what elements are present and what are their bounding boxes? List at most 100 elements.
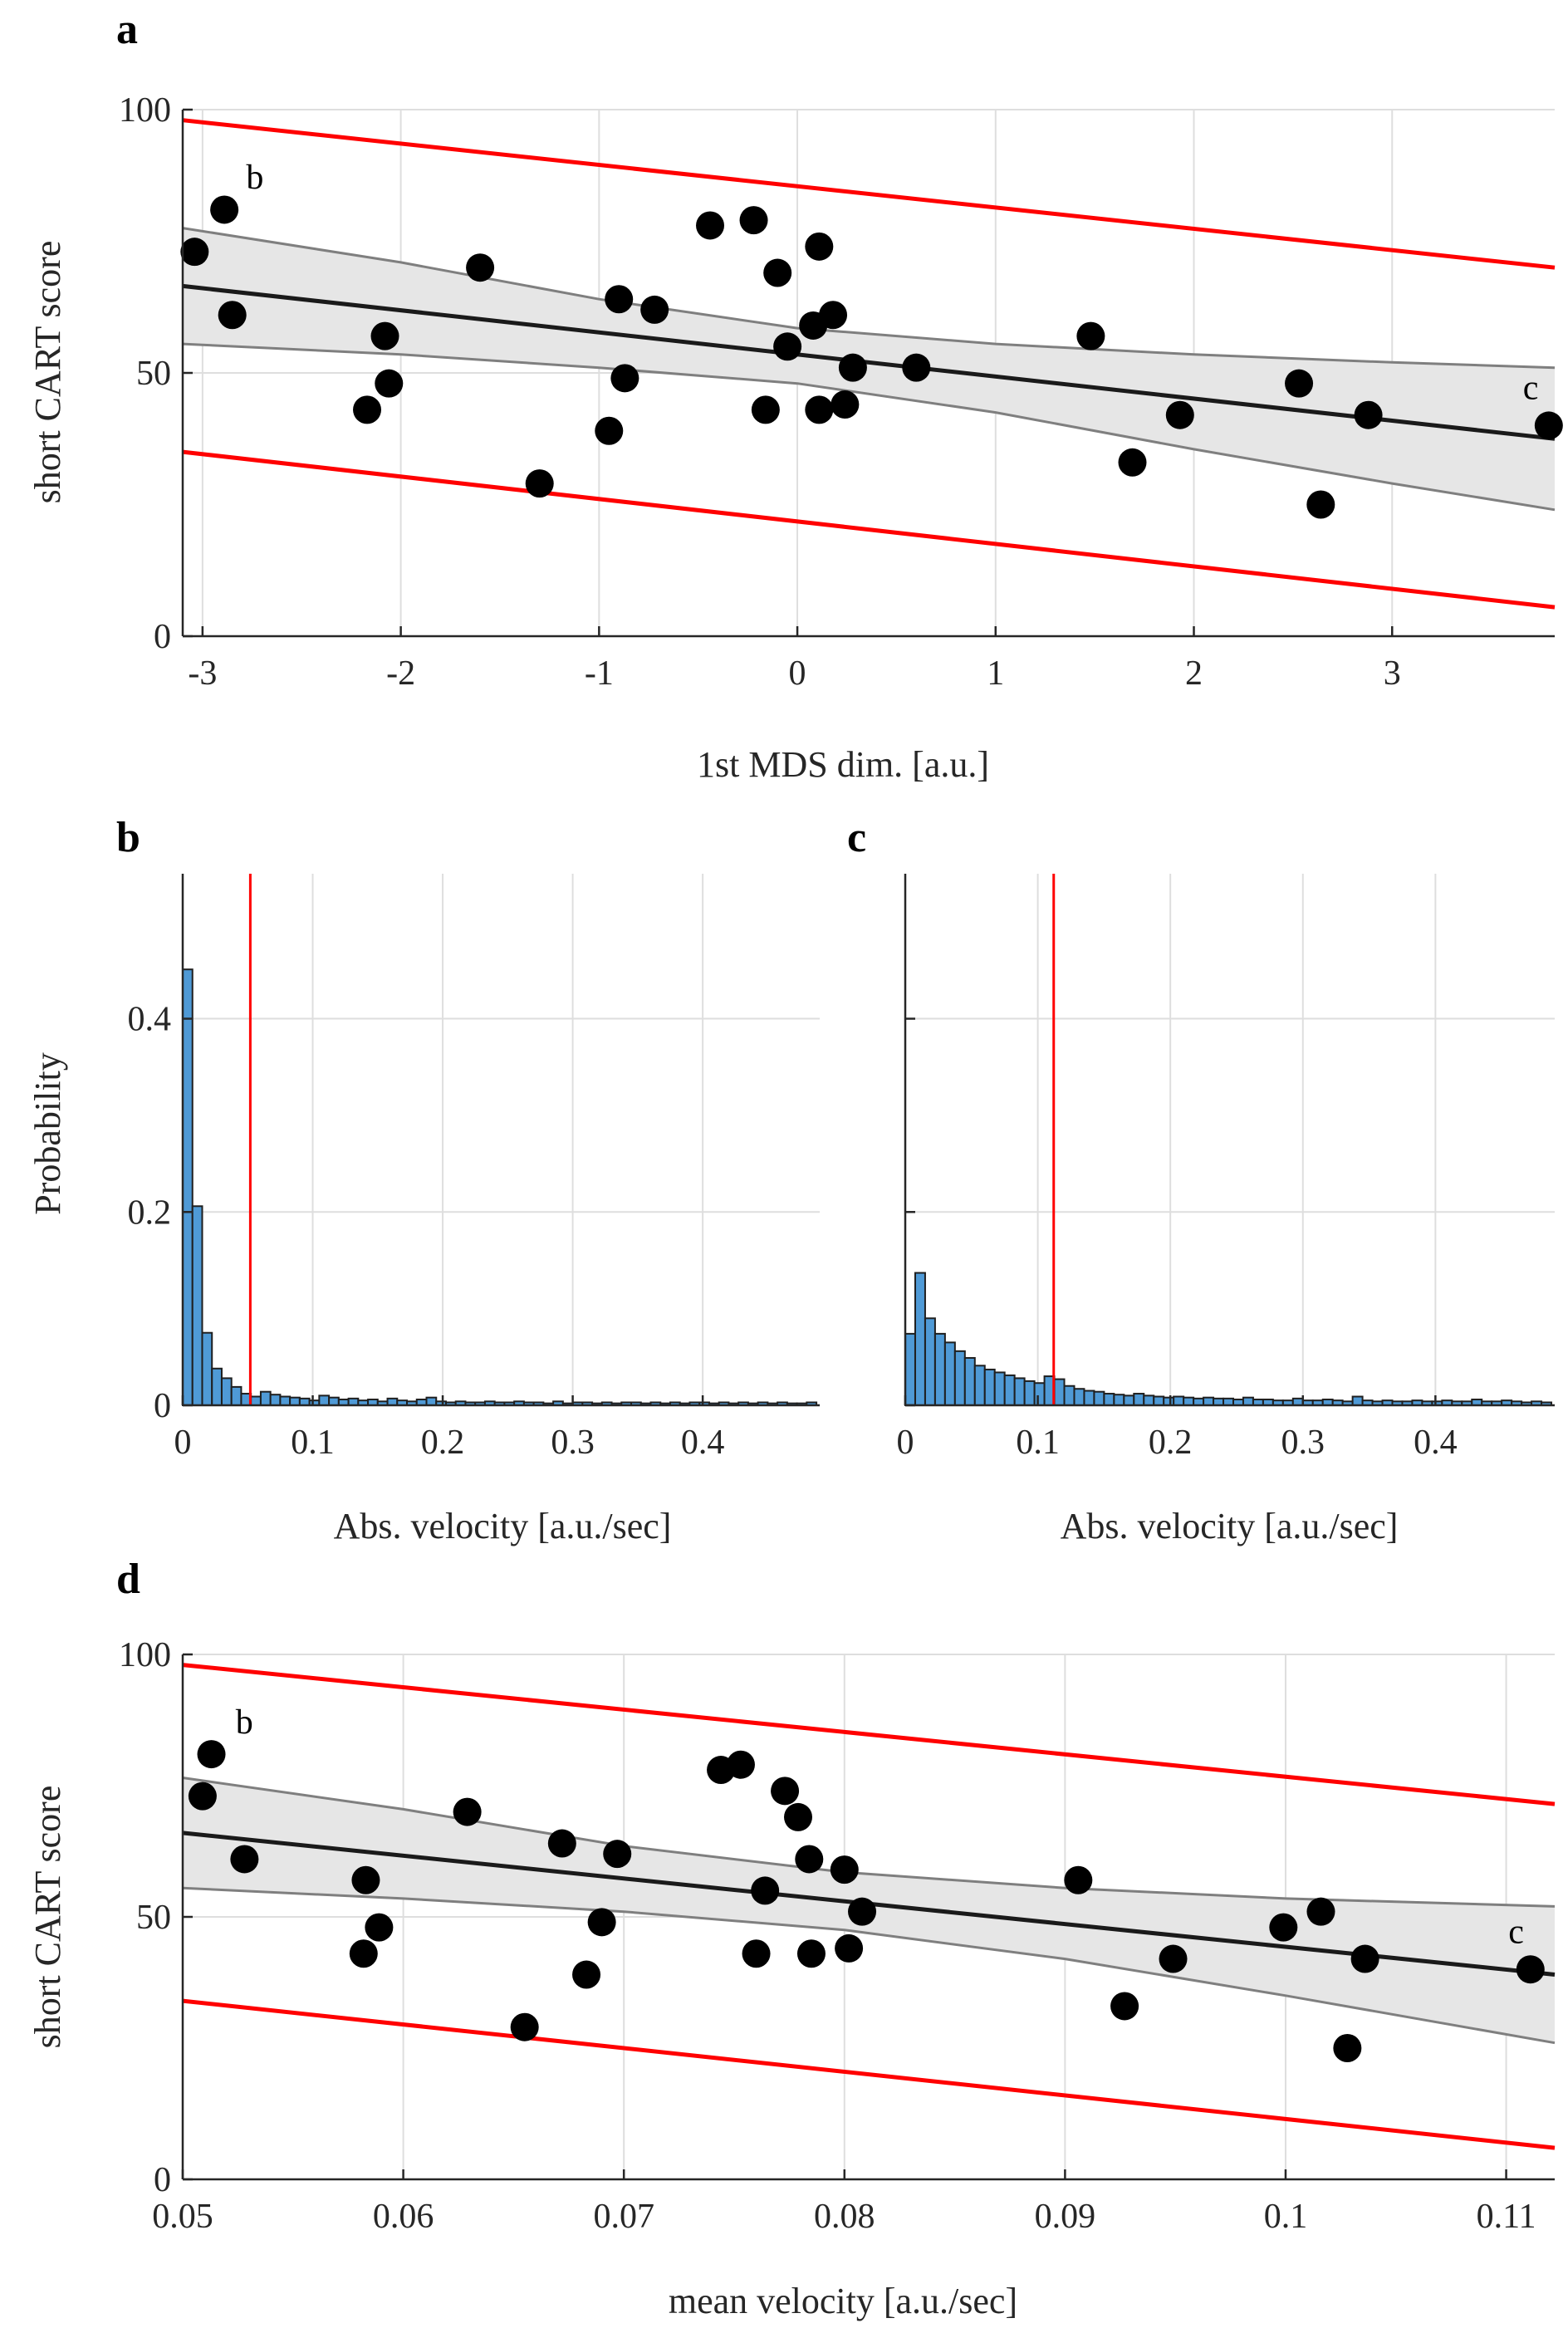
panel-a-annotation-b: b bbox=[246, 159, 263, 197]
panel-c-bar-7 bbox=[973, 1365, 986, 1406]
panel-d-ci-lower bbox=[182, 1886, 1556, 2045]
panel-b-histogram: b Abs. velocity [a.u./sec] Probability 0… bbox=[27, 814, 820, 1546]
panel-a-point-0 bbox=[180, 238, 209, 267]
panel-a-scatter: a 1st MDS dim. [a.u.] short CART score b… bbox=[27, 6, 1563, 785]
panel-a-point-2 bbox=[218, 301, 247, 330]
panel-a-point-13 bbox=[739, 206, 768, 235]
panel-a-fit-line bbox=[182, 283, 1556, 441]
panel-c-bar-10 bbox=[1003, 1374, 1016, 1406]
panel-d-xtick-label-2: 0.07 bbox=[593, 2198, 654, 2236]
panel-d-annotation-b: b bbox=[236, 1703, 253, 1742]
panel-c-bar-13 bbox=[1033, 1382, 1046, 1406]
panel-a-xtick-label-3: 0 bbox=[789, 654, 806, 693]
panel-c-bar-30 bbox=[1203, 1396, 1215, 1407]
panel-c-bar-22 bbox=[1123, 1394, 1135, 1407]
panel-a-point-9 bbox=[605, 285, 634, 314]
panel-d-ytick-label-0: 0 bbox=[154, 2161, 171, 2199]
panel-b-xtick-label-1: 0.1 bbox=[291, 1424, 335, 1462]
panel-b-bar-0 bbox=[182, 968, 194, 1406]
panel-a-ci-upper bbox=[182, 227, 1556, 370]
panel-a-point-11 bbox=[640, 295, 669, 324]
panel-a-point-1 bbox=[210, 195, 239, 224]
panel-d-point-9 bbox=[572, 1960, 601, 1989]
panel-a-xtick-label-0: -3 bbox=[188, 654, 217, 693]
panel-d-point-22 bbox=[848, 1897, 877, 1926]
panel-c-xtick-label-2: 0.2 bbox=[1149, 1424, 1193, 1462]
panel-c-xtick-label-4: 0.4 bbox=[1414, 1424, 1458, 1462]
panel-c-bar-20 bbox=[1103, 1393, 1115, 1407]
panel-d-ylabel: short CART score bbox=[27, 1786, 68, 2049]
panel-d-point-14 bbox=[742, 1939, 771, 1968]
panel-a-ytick-label-2: 100 bbox=[119, 91, 171, 130]
panel-a-point-4 bbox=[370, 321, 399, 350]
panel-d-point-26 bbox=[1269, 1913, 1298, 1942]
panel-d-ytick-label-2: 100 bbox=[119, 1636, 171, 1674]
panel-d-point-11 bbox=[603, 1840, 632, 1869]
panel-a-point-15 bbox=[763, 258, 792, 287]
panel-a-point-7 bbox=[525, 469, 554, 498]
panel-d-letter: d bbox=[116, 1556, 140, 1603]
panel-d-point-6 bbox=[453, 1797, 482, 1826]
panel-c-bar-26 bbox=[1163, 1396, 1175, 1407]
panel-a-point-18 bbox=[805, 232, 834, 261]
panel-b-ytick-label-2: 0.4 bbox=[128, 1001, 172, 1039]
panel-c-xtick-label-3: 0.3 bbox=[1281, 1424, 1325, 1462]
panel-c-bar-45 bbox=[1351, 1395, 1364, 1406]
panel-d-point-8 bbox=[547, 1829, 576, 1858]
panel-a-point-14 bbox=[751, 395, 780, 424]
panel-c-bar-15 bbox=[1053, 1378, 1066, 1406]
panel-c-bar-12 bbox=[1023, 1380, 1036, 1406]
panel-b-bar-3 bbox=[211, 1367, 223, 1407]
panel-a-point-8 bbox=[595, 416, 624, 445]
panel-d-point-13 bbox=[726, 1750, 755, 1779]
panel-a-point-21 bbox=[831, 390, 860, 419]
panel-b-letter: b bbox=[116, 814, 140, 861]
panel-d-xlabel: mean velocity [a.u./sec] bbox=[669, 2281, 1017, 2321]
panel-d-scatter: d mean velocity [a.u./sec] short CART sc… bbox=[27, 1556, 1556, 2321]
panel-a-point-20 bbox=[819, 301, 848, 330]
panel-c-bar-5 bbox=[953, 1350, 966, 1406]
panel-a-point-29 bbox=[1354, 400, 1383, 429]
panel-b-bar-2 bbox=[201, 1331, 213, 1407]
panel-c-bar-11 bbox=[1013, 1377, 1026, 1407]
panel-d-point-16 bbox=[771, 1777, 800, 1806]
panel-d-point-0 bbox=[188, 1782, 217, 1811]
panel-c-bar-2 bbox=[924, 1317, 936, 1406]
panel-a-letter: a bbox=[116, 6, 138, 53]
panel-c-bar-0 bbox=[904, 1332, 916, 1406]
panel-a-annotation-c: c bbox=[1523, 370, 1539, 408]
panel-c-bar-16 bbox=[1063, 1385, 1076, 1407]
panel-d-point-4 bbox=[351, 1865, 380, 1894]
panel-a-ci-band bbox=[183, 228, 1555, 510]
panel-a-point-16 bbox=[773, 332, 802, 361]
panel-d-point-18 bbox=[795, 1845, 824, 1874]
panel-d-annotation-c: c bbox=[1508, 1914, 1524, 1952]
panel-b-bar-5 bbox=[230, 1385, 243, 1406]
panel-c-bar-4 bbox=[943, 1341, 956, 1407]
panel-d-xtick-label-1: 0.06 bbox=[373, 2198, 434, 2236]
panel-d-xtick-label-5: 0.1 bbox=[1264, 2198, 1308, 2236]
panel-a-point-25 bbox=[1118, 448, 1147, 477]
panel-b-bar-11 bbox=[289, 1396, 301, 1407]
panel-d-point-21 bbox=[835, 1933, 864, 1963]
panel-d-point-23 bbox=[1064, 1865, 1093, 1894]
panel-a-xtick-label-5: 2 bbox=[1185, 654, 1203, 693]
panel-c-bar-25 bbox=[1153, 1395, 1165, 1406]
panel-c-bar-34 bbox=[1242, 1396, 1254, 1407]
panel-c-bar-18 bbox=[1083, 1389, 1095, 1406]
panel-a-ylabel: short CART score bbox=[27, 241, 68, 504]
panel-d-point-27 bbox=[1306, 1897, 1335, 1926]
panel-c-bar-1 bbox=[914, 1272, 926, 1406]
panel-b-bar-8 bbox=[259, 1390, 272, 1407]
panel-d-xtick-label-6: 0.11 bbox=[1477, 2198, 1536, 2236]
panel-d-point-7 bbox=[510, 2012, 539, 2041]
panel-d-point-10 bbox=[587, 1908, 616, 1937]
panel-b-xtick-label-4: 0.4 bbox=[681, 1424, 725, 1462]
panel-a-point-6 bbox=[466, 253, 495, 282]
panel-b-bar-1 bbox=[191, 1205, 203, 1406]
panel-d-point-24 bbox=[1110, 1992, 1139, 2021]
panel-a-point-3 bbox=[353, 395, 382, 424]
panel-d-point-17 bbox=[784, 1802, 813, 1831]
panel-b-bar-10 bbox=[279, 1395, 292, 1406]
panel-c-bar-28 bbox=[1183, 1396, 1195, 1407]
